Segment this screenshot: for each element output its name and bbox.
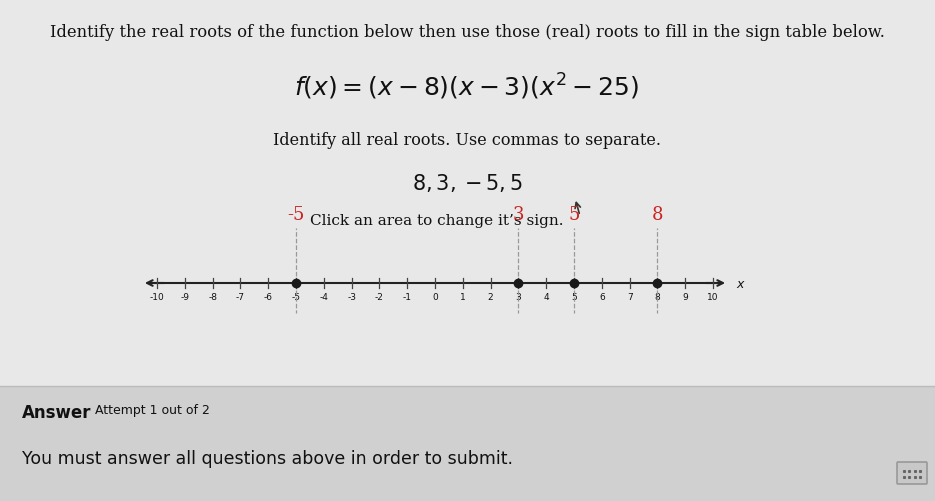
Text: -3: -3 bbox=[347, 293, 356, 302]
Bar bbox=[0, 386, 935, 501]
Text: Identify all real roots. Use commas to separate.: Identify all real roots. Use commas to s… bbox=[273, 132, 661, 149]
Text: 9: 9 bbox=[683, 293, 688, 302]
Text: Answer: Answer bbox=[22, 403, 92, 421]
Text: $x$: $x$ bbox=[736, 277, 746, 290]
Text: -4: -4 bbox=[320, 293, 328, 302]
Text: -9: -9 bbox=[180, 293, 189, 302]
Text: Identify the real roots of the function below then use those (real) roots to fil: Identify the real roots of the function … bbox=[50, 24, 885, 41]
Text: 1: 1 bbox=[460, 293, 466, 302]
Text: -2: -2 bbox=[375, 293, 384, 302]
Text: 6: 6 bbox=[599, 293, 605, 302]
Text: You must answer all questions above in order to submit.: You must answer all questions above in o… bbox=[22, 449, 513, 467]
Text: -10: -10 bbox=[150, 293, 165, 302]
Text: 3: 3 bbox=[515, 293, 522, 302]
Text: 3: 3 bbox=[512, 205, 525, 223]
Text: -5: -5 bbox=[287, 205, 305, 223]
Text: 4: 4 bbox=[543, 293, 549, 302]
Text: 5: 5 bbox=[571, 293, 577, 302]
Text: 10: 10 bbox=[707, 293, 719, 302]
Text: 8: 8 bbox=[652, 205, 663, 223]
Text: Click an area to change it’s sign.: Click an area to change it’s sign. bbox=[310, 213, 564, 227]
Text: -7: -7 bbox=[236, 293, 245, 302]
Text: -6: -6 bbox=[264, 293, 273, 302]
Text: 8: 8 bbox=[654, 293, 660, 302]
Text: 2: 2 bbox=[488, 293, 494, 302]
FancyBboxPatch shape bbox=[897, 462, 927, 484]
Text: 7: 7 bbox=[626, 293, 632, 302]
Text: 5: 5 bbox=[568, 205, 580, 223]
Text: $8, 3, -5, 5$: $8, 3, -5, 5$ bbox=[411, 172, 523, 193]
Text: Attempt 1 out of 2: Attempt 1 out of 2 bbox=[95, 403, 209, 416]
Text: -1: -1 bbox=[403, 293, 411, 302]
Text: -8: -8 bbox=[209, 293, 217, 302]
Text: $f(x) = (x-8)(x-3)(x^2-25)$: $f(x) = (x-8)(x-3)(x^2-25)$ bbox=[295, 72, 640, 102]
Text: -5: -5 bbox=[292, 293, 300, 302]
Text: 0: 0 bbox=[432, 293, 438, 302]
